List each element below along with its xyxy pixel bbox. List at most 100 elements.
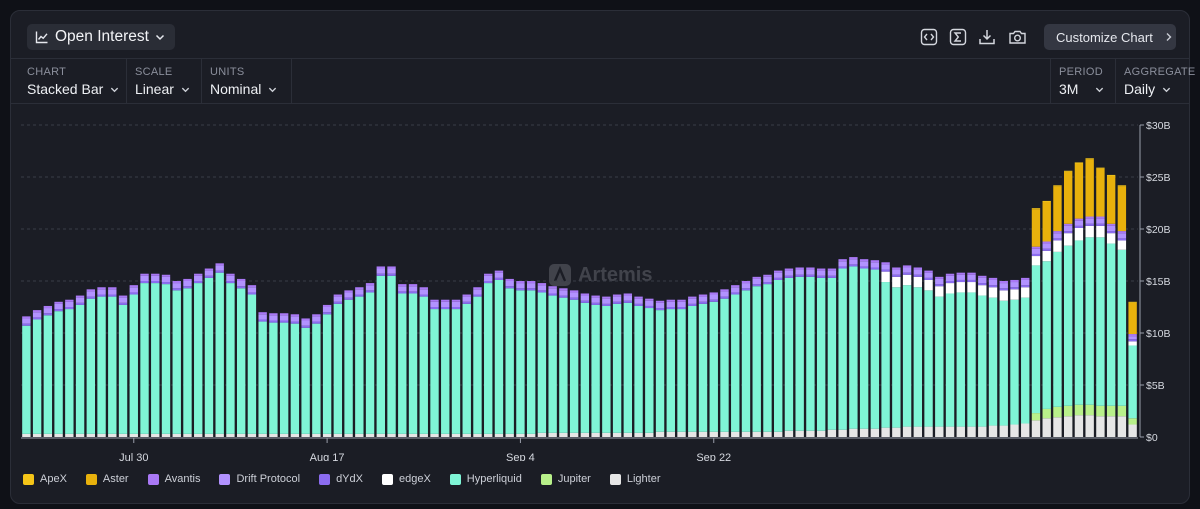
bar-segment-hyperliquid[interactable] (988, 297, 998, 426)
bar-segment-apex[interactable] (1064, 170, 1073, 172)
bar-segment-avantis[interactable] (774, 270, 783, 273)
legend-item-avantis[interactable]: Avantis (147, 473, 200, 485)
bar-segment-drift-protocol[interactable] (269, 315, 278, 321)
bar-segment-hyperliquid[interactable] (376, 275, 385, 434)
bar-segment-drift-protocol[interactable] (548, 288, 557, 294)
bar-segment-hyperliquid[interactable] (473, 296, 482, 434)
bar-segment-drift-protocol[interactable] (279, 315, 289, 321)
bar-segment-hyperliquid[interactable] (1064, 245, 1073, 406)
customize-chart-button[interactable]: Customize Chart (1044, 24, 1176, 50)
formula-button[interactable] (948, 27, 968, 47)
bar-segment-drift-protocol[interactable] (1096, 218, 1105, 224)
bar-segment-lighter[interactable] (956, 426, 965, 437)
bar-segment-hyperliquid[interactable] (108, 296, 117, 434)
bar-segment-avantis[interactable] (451, 299, 461, 302)
bar-segment-lighter[interactable] (591, 432, 600, 437)
bar-segment-drift-protocol[interactable] (838, 261, 847, 267)
bar-segment-edgex[interactable] (913, 276, 923, 288)
bar-segment-lighter[interactable] (569, 432, 579, 437)
bar-segment-dydx[interactable] (494, 277, 504, 280)
bar-segment-hyperliquid[interactable] (978, 295, 987, 427)
bar-segment-drift-protocol[interactable] (161, 276, 171, 283)
bar-segment-drift-protocol[interactable] (247, 287, 257, 293)
bar-segment-avantis[interactable] (902, 265, 912, 268)
bar-segment-hyperliquid[interactable] (838, 268, 847, 430)
bar-segment-dydx[interactable] (612, 301, 622, 304)
bar-segment-lighter[interactable] (108, 433, 117, 437)
bar-segment-drift-protocol[interactable] (945, 275, 955, 281)
bar-segment-edgex[interactable] (892, 276, 901, 288)
bar-segment-dydx[interactable] (935, 284, 944, 287)
bar-segment-apex[interactable] (1117, 185, 1127, 187)
bar-segment-dydx[interactable] (387, 273, 396, 276)
bar-segment-drift-protocol[interactable] (473, 289, 482, 295)
bar-segment-drift-protocol[interactable] (935, 278, 944, 285)
bar-segment-dydx[interactable] (236, 286, 246, 289)
bar-segment-drift-protocol[interactable] (1074, 220, 1084, 226)
bar-segment-dydx[interactable] (258, 319, 267, 322)
bar-segment-avantis[interactable] (1096, 216, 1105, 219)
bar-segment-apex[interactable] (1106, 174, 1116, 176)
bar-segment-dydx[interactable] (806, 274, 815, 277)
bar-segment-drift-protocol[interactable] (365, 285, 375, 291)
bar-segment-lighter[interactable] (32, 433, 42, 437)
bar-segment-drift-protocol[interactable] (645, 300, 654, 306)
bar-segment-lighter[interactable] (226, 433, 235, 437)
bar-segment-dydx[interactable] (344, 297, 353, 300)
bar-segment-avantis[interactable] (688, 296, 697, 299)
bar-segment-drift-protocol[interactable] (1010, 282, 1019, 288)
bar-segment-drift-protocol[interactable] (1021, 279, 1030, 286)
bar-segment-lighter[interactable] (215, 433, 224, 437)
bar-segment-avantis[interactable] (655, 300, 665, 303)
bar-segment-jupiter[interactable] (1128, 418, 1137, 425)
bar-segment-avantis[interactable] (376, 266, 385, 269)
bar-segment-lighter[interactable] (473, 433, 482, 437)
bar-segment-avantis[interactable] (430, 299, 439, 302)
bar-segment-lighter[interactable] (935, 426, 944, 437)
bar-segment-avantis[interactable] (795, 267, 804, 270)
bar-segment-drift-protocol[interactable] (43, 308, 53, 314)
bar-segment-lighter[interactable] (65, 433, 74, 437)
bar-segment-dydx[interactable] (183, 286, 192, 289)
bar-segment-dydx[interactable] (108, 294, 117, 297)
bar-segment-lighter[interactable] (1010, 424, 1019, 437)
bar-segment-edgex[interactable] (978, 285, 987, 296)
bar-segment-avantis[interactable] (741, 281, 751, 284)
bar-segment-avantis[interactable] (677, 299, 686, 302)
bar-segment-avantis[interactable] (258, 312, 267, 315)
bar-segment-dydx[interactable] (537, 290, 547, 293)
units-select[interactable]: UNITS Nominal (202, 59, 292, 103)
bar-segment-hyperliquid[interactable] (1096, 237, 1105, 406)
bar-segment-edgex[interactable] (1074, 227, 1084, 241)
bar-segment-dydx[interactable] (720, 296, 729, 299)
bar-segment-drift-protocol[interactable] (204, 270, 214, 276)
bar-segment-aster[interactable] (1064, 171, 1073, 224)
bar-segment-lighter[interactable] (151, 433, 160, 437)
bar-segment-drift-protocol[interactable] (322, 307, 332, 313)
bar-segment-dydx[interactable] (226, 281, 235, 284)
bar-segment-lighter[interactable] (720, 431, 729, 437)
bar-segment-dydx[interactable] (355, 294, 364, 297)
bar-segment-dydx[interactable] (279, 320, 289, 323)
bar-segment-lighter[interactable] (129, 433, 138, 437)
bar-segment-hyperliquid[interactable] (151, 283, 160, 434)
bar-segment-drift-protocol[interactable] (806, 269, 815, 275)
bar-segment-drift-protocol[interactable] (215, 265, 224, 271)
bar-segment-dydx[interactable] (816, 275, 826, 278)
bar-segment-lighter[interactable] (365, 433, 375, 437)
bar-segment-hyperliquid[interactable] (655, 310, 665, 432)
bar-segment-avantis[interactable] (32, 310, 42, 313)
bar-segment-hyperliquid[interactable] (967, 292, 976, 427)
bar-segment-lighter[interactable] (698, 431, 708, 437)
bar-segment-lighter[interactable] (634, 432, 643, 437)
bar-segment-dydx[interactable] (194, 281, 203, 284)
bar-segment-avantis[interactable] (140, 273, 149, 276)
bar-segment-lighter[interactable] (688, 431, 697, 437)
bar-segment-apex[interactable] (1074, 162, 1084, 164)
bar-segment-avantis[interactable] (709, 292, 718, 295)
legend-item-aster[interactable]: Aster (85, 473, 129, 485)
bar-segment-drift-protocol[interactable] (752, 278, 761, 285)
bar-segment-lighter[interactable] (913, 426, 923, 437)
bar-segment-hyperliquid[interactable] (140, 283, 149, 434)
bar-segment-lighter[interactable] (1128, 424, 1137, 437)
